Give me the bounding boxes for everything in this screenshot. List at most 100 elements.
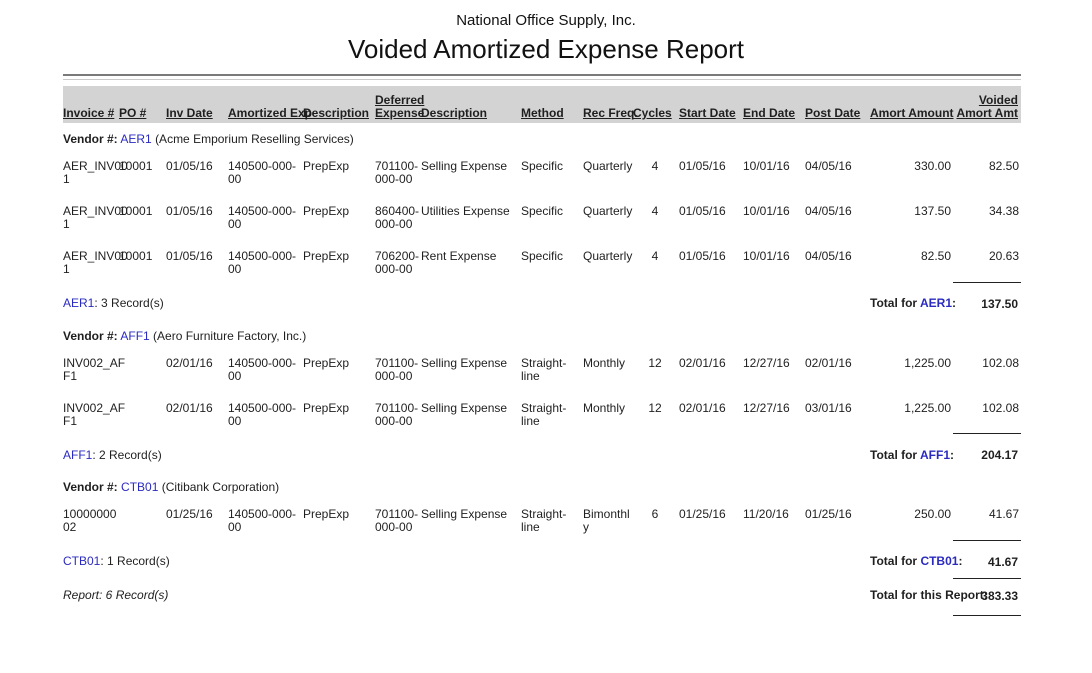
vendor-code-link[interactable]: AER1 [120,132,152,146]
vendor-code-link[interactable]: AFF1 [920,447,950,462]
vendor-group-header: Vendor #: AFF1 (Aero Furniture Factory, … [63,320,1021,344]
cell-voided-amort-amt: 41.67 [988,507,1019,521]
cell-description-1: PrepExp [303,355,350,370]
table-row: INV002_AF F1 02/01/16 140500-000- 00 Pre… [63,344,1021,389]
col-header-cycles: Cycles [633,86,679,123]
cell-amort-amount: 250.00 [914,507,951,521]
cell-cycles: 12 [648,400,662,415]
vendor-total-label: Total for AFF1: [870,447,954,462]
column-header-row: Invoice # PO # Inv Date Amortized Exp De… [63,86,1021,123]
cell-po [119,495,166,540]
cell-amort-amount: 1,225.00 [904,355,951,370]
vendor-code-link[interactable]: AER1 [920,296,953,310]
cell-invoice: INV002_AF F1 [63,355,126,383]
vendor-group-footer: AER1: 3 Record(s) Total for AER1: 137.50 [63,281,1021,320]
cell-voided-amort-amt: 102.08 [982,400,1019,415]
vendor-group-header: Vendor #: AER1 (Acme Emporium Reselling … [63,123,1021,147]
col-header-end-date: End Date [743,86,805,123]
vendor-record-count: AER1: 3 Record(s) [63,296,164,310]
vendor-name: (Citibank Corporation) [161,480,280,494]
col-header-description-2: Description [421,86,521,123]
cell-description-1: PrepExp [303,507,350,521]
report-page: National Office Supply, Inc. Voided Amor… [63,12,1021,616]
cell-deferred-expense: 701100- 000-00 [375,507,419,534]
cell-description-2: Selling Expense [421,507,508,521]
vendor-total-value: 137.50 [953,281,1021,320]
cell-rec-freq: Monthly [583,355,626,370]
header-double-rule [63,74,1021,80]
col-header-start-date: Start Date [679,86,743,123]
vendor-code-link[interactable]: CTB01 [920,554,959,568]
cell-description-1: PrepExp [303,249,350,263]
cell-amortized-exp: 140500-000- 00 [228,355,297,383]
cell-voided-amort-amt: 20.63 [988,249,1019,263]
cell-voided-amort-amt: 102.08 [982,355,1019,370]
cell-method: Straight- line [521,400,567,428]
cell-inv-date: 01/25/16 [166,507,213,521]
cell-end-date: 12/27/16 [743,355,790,370]
cell-end-date: 10/01/16 [743,159,790,173]
cell-post-date: 04/05/16 [805,249,852,263]
cell-method: Specific [521,159,564,173]
vendor-total-label: Total for CTB01: [870,554,963,568]
cell-po: 10001 [119,159,153,173]
table-row: AER_INV00 1 10001 01/05/16 140500-000- 0… [63,192,1021,237]
report-record-count: Report: 6 Record(s) [63,588,169,602]
vendor-code-link[interactable]: AER1 [63,296,95,310]
cell-inv-date: 01/05/16 [166,159,213,173]
table-row: AER_INV00 1 10001 01/05/16 140500-000- 0… [63,237,1021,282]
col-header-invoice: Invoice # [63,86,119,123]
cell-invoice: 10000000 02 [63,507,117,534]
cell-end-date: 10/01/16 [743,204,790,218]
vendor-name: (Acme Emporium Reselling Services) [155,132,354,146]
vendor-total-value: 204.17 [953,433,1021,471]
cell-po [119,389,166,434]
cell-rec-freq: Monthly [583,400,626,415]
vendor-label: Vendor #: [63,480,118,494]
cell-invoice: AER_INV00 1 [63,249,128,276]
cell-amort-amount: 82.50 [920,249,951,263]
rule-dark [63,74,1021,76]
col-header-deferred-expense: Deferred Expense [375,86,424,123]
report-title: Voided Amortized Expense Report [347,34,745,64]
cell-voided-amort-amt: 82.50 [988,159,1019,173]
cell-method: Specific [521,204,564,218]
cell-amortized-exp: 140500-000- 00 [228,159,297,186]
col-header-post-date: Post Date [805,86,870,123]
cell-deferred-expense: 701100- 000-00 [375,400,419,428]
vendor-code-link[interactable]: AFF1 [120,328,150,343]
col-header-amort-amount: Amort Amount [870,86,954,123]
vendor-code-link[interactable]: CTB01 [121,480,159,494]
vendor-code-link[interactable]: AFF1 [63,447,93,462]
cell-cycles: 6 [651,507,659,521]
cell-description-1: PrepExp [303,204,350,218]
cell-rec-freq: Quarterly [583,204,633,218]
cell-post-date: 04/05/16 [805,204,852,218]
vendor-total-value: 41.67 [953,539,1021,578]
cell-description-1: PrepExp [303,159,350,173]
cell-end-date: 11/20/16 [743,507,789,521]
vendor-group-footer: CTB01: 1 Record(s) Total for CTB01: 41.6… [63,539,1021,578]
vendor-label: Vendor #: [63,328,118,343]
vendor-code-link[interactable]: CTB01 [63,554,101,568]
vendor-record-count: AFF1: 2 Record(s) [63,447,162,462]
cell-post-date: 03/01/16 [805,400,852,415]
cell-amortized-exp: 140500-000- 00 [228,249,297,276]
cell-rec-freq: Quarterly [583,159,633,173]
cell-cycles: 4 [651,249,659,263]
company-name: National Office Supply, Inc. [456,12,636,29]
col-header-rec-freq: Rec Freq. [583,86,638,123]
table-row: 10000000 02 01/25/16 140500-000- 00 Prep… [63,495,1021,540]
cell-description-2: Rent Expense [421,249,497,263]
vendor-group-footer: AFF1: 2 Record(s) Total for AFF1: 204.17 [63,433,1021,471]
cell-deferred-expense: 706200- 000-00 [375,249,420,276]
cell-method: Straight- line [521,355,567,383]
cell-method: Specific [521,249,564,263]
cell-amort-amount: 1,225.00 [904,400,951,415]
cell-start-date: 02/01/16 [679,355,726,370]
cell-inv-date: 01/05/16 [166,249,213,263]
cell-inv-date: 02/01/16 [166,400,213,415]
cell-po [119,344,166,389]
cell-start-date: 01/25/16 [679,507,726,521]
col-header-method: Method [521,86,583,123]
